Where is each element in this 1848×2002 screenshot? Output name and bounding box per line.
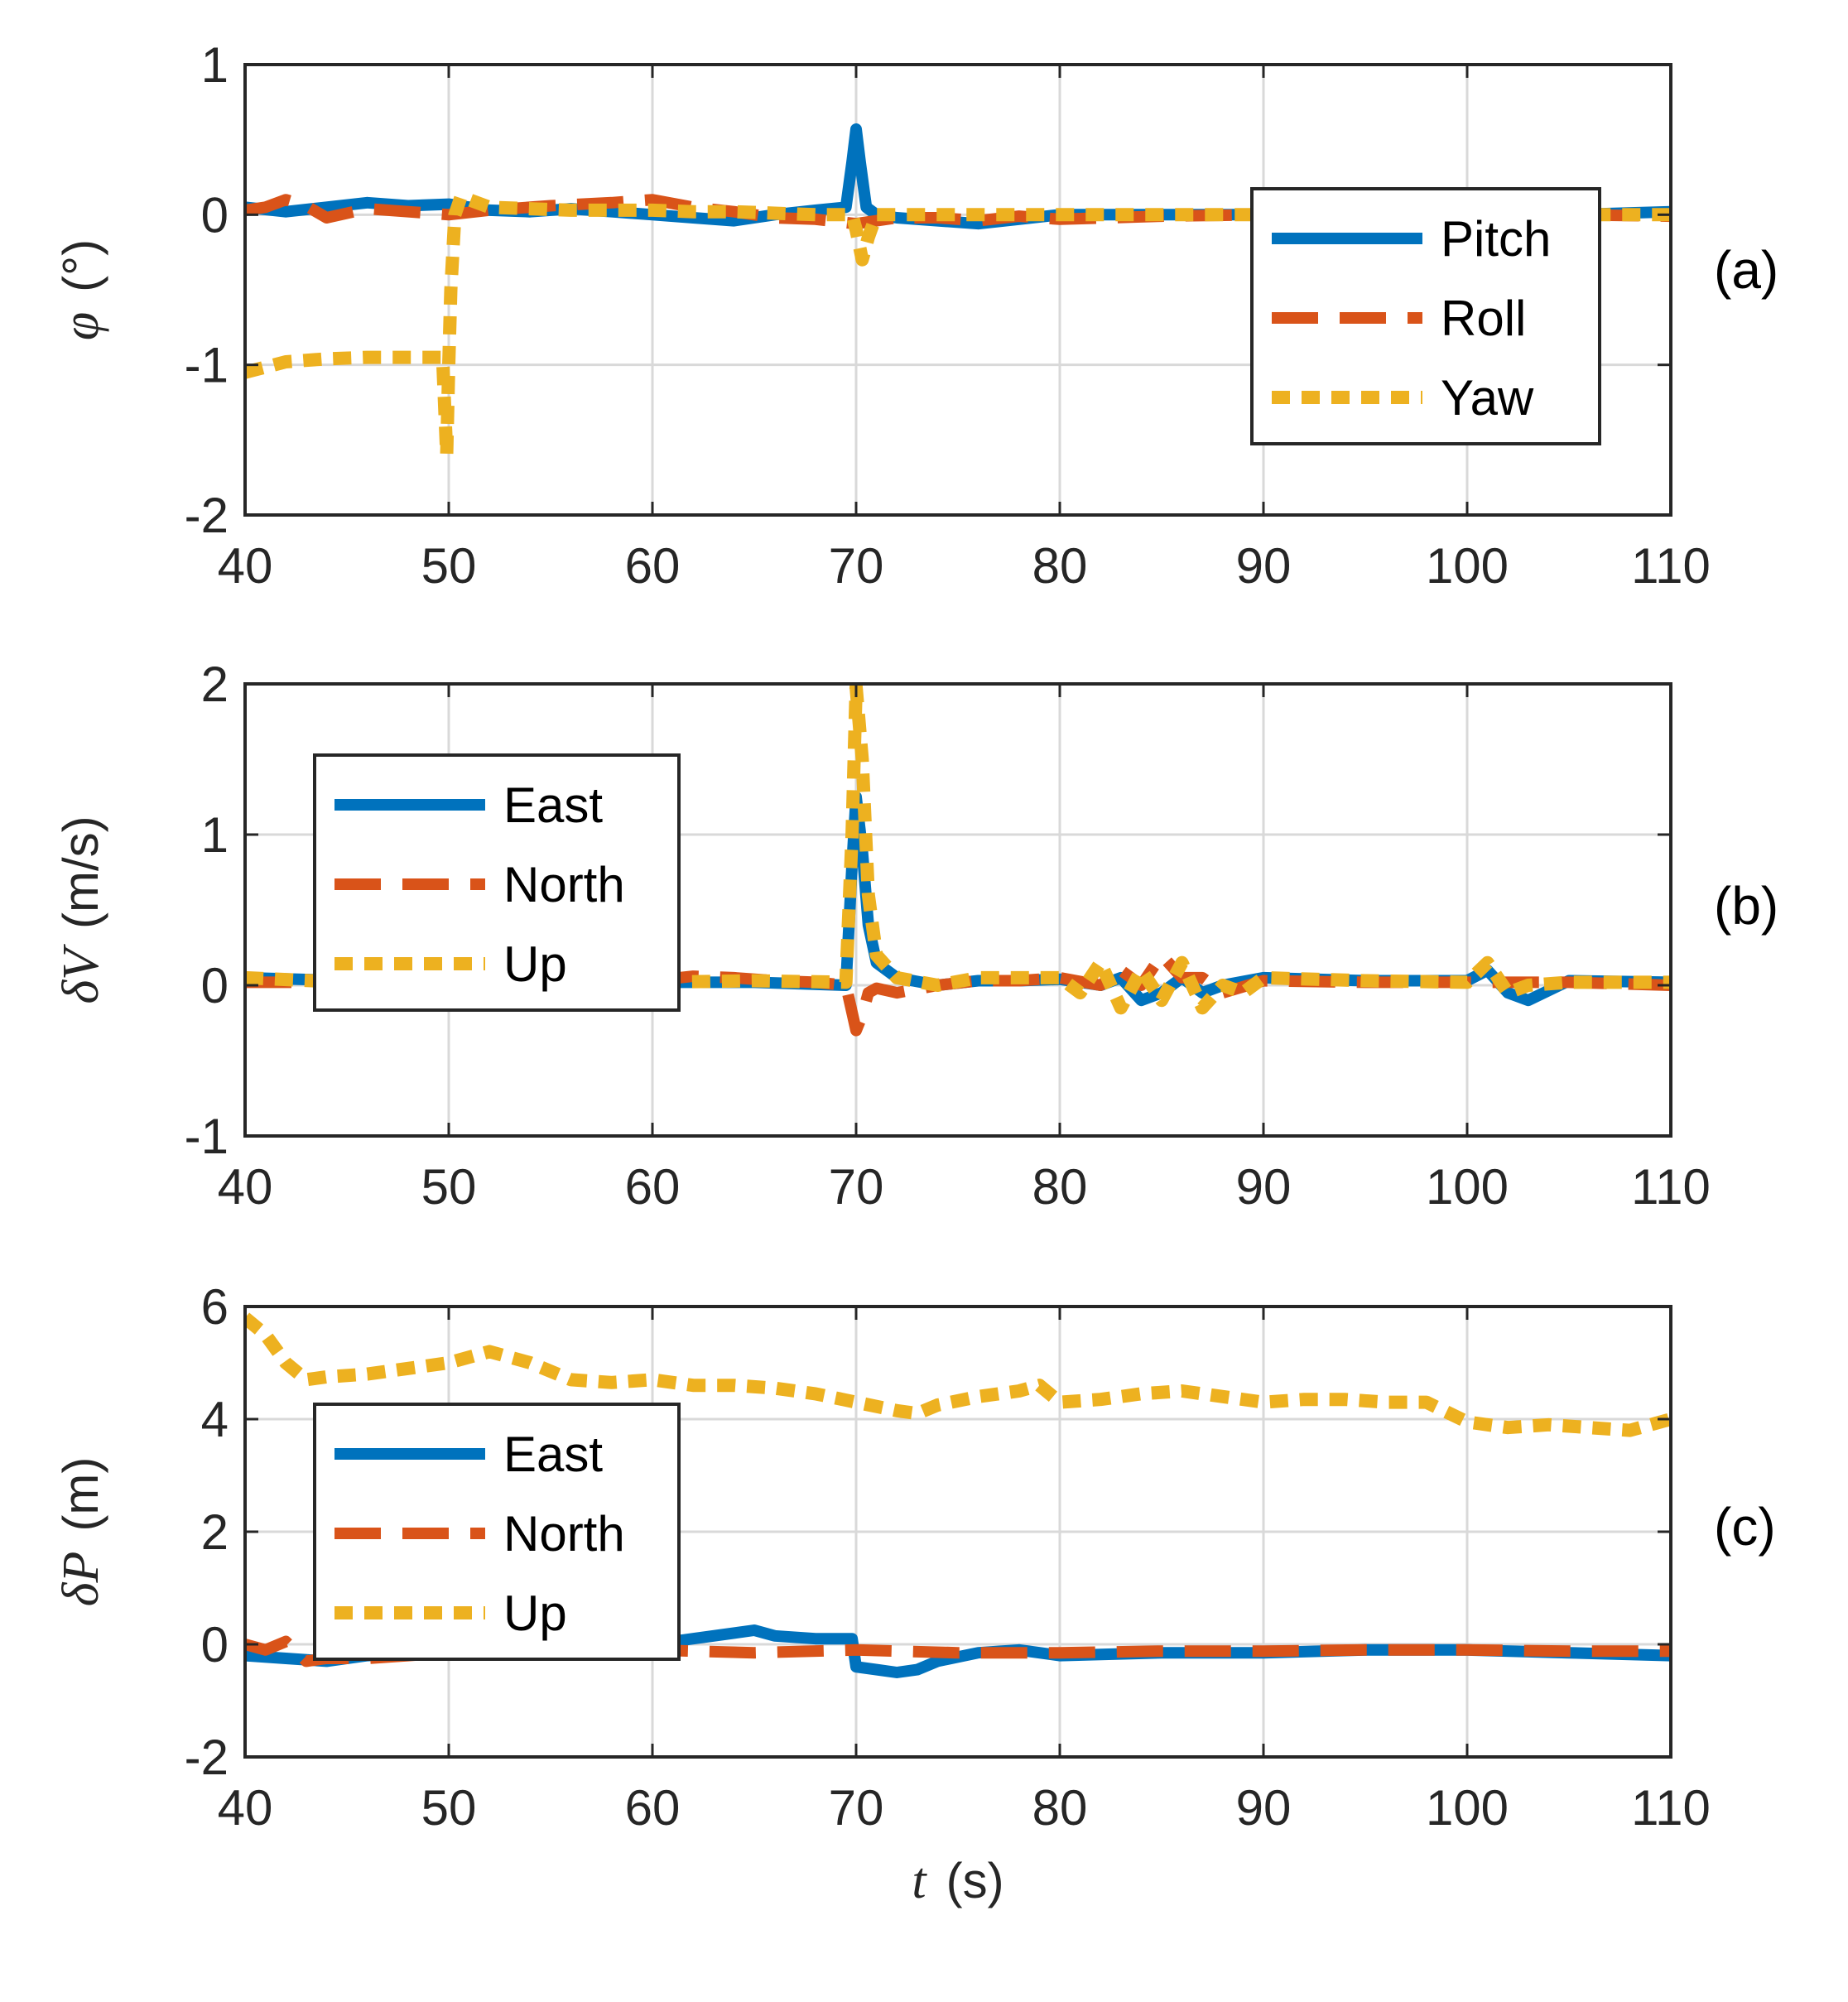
y-tick-label: 6 bbox=[201, 1279, 229, 1335]
legend-label-north: North bbox=[503, 1506, 625, 1562]
x-tick-label: 40 bbox=[218, 538, 273, 594]
x-tick-label: 100 bbox=[1426, 538, 1509, 594]
y-tick-label: 1 bbox=[201, 37, 229, 93]
x-tick-label: 60 bbox=[625, 1159, 681, 1215]
y-tick-label: -2 bbox=[185, 488, 229, 543]
y-axis-label: φ (°) bbox=[53, 239, 109, 340]
legend: Pitch Roll Yaw bbox=[1250, 187, 1601, 445]
series-line-yaw bbox=[245, 190, 1671, 462]
y-tick-label: -1 bbox=[185, 338, 229, 393]
axes-box bbox=[243, 682, 1672, 1138]
series-line-north bbox=[245, 1635, 1671, 1668]
y-axis-unit: (°) bbox=[53, 239, 108, 292]
y-axis-symbol: δV bbox=[53, 944, 109, 1004]
y-axis-label: δP (m) bbox=[53, 1457, 109, 1607]
x-tick-label: 70 bbox=[829, 1159, 884, 1215]
legend-label-north: North bbox=[503, 857, 625, 912]
x-tick-label: 110 bbox=[1631, 538, 1711, 594]
series-line-up bbox=[245, 684, 1671, 1015]
x-tick-label: 100 bbox=[1426, 1159, 1509, 1215]
legend-label-up: Up bbox=[503, 1586, 567, 1641]
legend: East North Up bbox=[313, 1403, 681, 1661]
series-line-up bbox=[245, 1312, 1671, 1437]
x-tick-label: 110 bbox=[1631, 1159, 1711, 1215]
x-tick-label: 80 bbox=[1032, 538, 1088, 594]
panel-3: 40 50 60 70 80 90 100 110 -2 0 2 4 6 δP (m) t (s) (c) East… bbox=[53, 1279, 1776, 1909]
legend-label-pitch: Pitch bbox=[1441, 211, 1551, 267]
y-tick-label: -2 bbox=[185, 1730, 229, 1785]
x-tick-label: 90 bbox=[1236, 1780, 1292, 1836]
y-tick-label: 2 bbox=[201, 657, 229, 712]
y-axis-symbol: φ bbox=[53, 312, 109, 340]
y-tick-label: 0 bbox=[201, 1617, 229, 1672]
x-tick-label: 50 bbox=[421, 1159, 477, 1215]
y-axis-symbol: δP bbox=[53, 1552, 109, 1607]
x-tick-label: 50 bbox=[421, 538, 477, 594]
legend-label-east: East bbox=[503, 1427, 603, 1482]
x-tick-label: 60 bbox=[625, 1780, 681, 1836]
x-axis-label: t (s) bbox=[912, 1853, 1003, 1909]
x-tick-label: 70 bbox=[829, 1780, 884, 1836]
y-tick-label: 4 bbox=[201, 1392, 229, 1447]
legend-label-east: East bbox=[503, 777, 603, 833]
legend-label-up: Up bbox=[503, 936, 567, 992]
panel-2: 40 50 60 70 80 90 100 110 -1 0 1 2 δV (m/s) (b) East Nor… bbox=[53, 657, 1778, 1215]
x-tick-label: 90 bbox=[1236, 538, 1292, 594]
legend: East North Up bbox=[313, 753, 681, 1012]
panel-tag: (a) bbox=[1714, 240, 1778, 300]
y-axis-unit: (m) bbox=[53, 1457, 108, 1532]
axes-box bbox=[243, 63, 1672, 517]
y-axis-label: δV (m/s) bbox=[53, 816, 109, 1003]
x-tick-label: 90 bbox=[1236, 1159, 1292, 1215]
panel-tag: (c) bbox=[1714, 1497, 1776, 1557]
y-tick-label: 1 bbox=[201, 807, 229, 863]
y-tick-label: 0 bbox=[201, 187, 229, 243]
panel-1: 40 50 60 70 80 90 100 110 -2 -1 0 1 φ (°) (a) Pitch Roll… bbox=[53, 37, 1778, 594]
x-tick-label: 60 bbox=[625, 538, 681, 594]
x-tick-label: 40 bbox=[218, 1159, 273, 1215]
x-tick-label: 80 bbox=[1032, 1159, 1088, 1215]
legend-label-yaw: Yaw bbox=[1441, 370, 1534, 426]
x-tick-label: 80 bbox=[1032, 1780, 1088, 1836]
x-tick-label: 50 bbox=[421, 1780, 477, 1836]
y-tick-label: 2 bbox=[201, 1504, 229, 1560]
y-axis-unit: (m/s) bbox=[53, 816, 108, 929]
y-tick-label: -1 bbox=[185, 1109, 229, 1164]
x-axis-unit: (s) bbox=[946, 1853, 1004, 1908]
x-tick-label: 110 bbox=[1631, 1780, 1711, 1836]
legend-label-roll: Roll bbox=[1441, 291, 1526, 346]
x-tick-label: 40 bbox=[218, 1780, 273, 1836]
y-tick-label: 0 bbox=[201, 958, 229, 1013]
x-axis-symbol: t bbox=[912, 1853, 927, 1909]
series-group bbox=[245, 684, 1671, 1037]
panel-tag: (b) bbox=[1714, 876, 1778, 936]
series-group bbox=[245, 123, 1671, 462]
x-tick-label: 100 bbox=[1426, 1780, 1509, 1836]
x-tick-label: 70 bbox=[829, 538, 884, 594]
